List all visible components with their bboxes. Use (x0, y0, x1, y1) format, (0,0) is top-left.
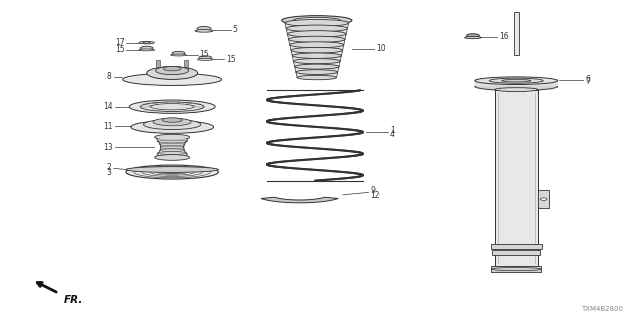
Ellipse shape (123, 73, 221, 85)
Text: 1: 1 (390, 126, 395, 135)
Bar (156, 60, 160, 67)
Text: FR.: FR. (64, 295, 83, 305)
Text: 6: 6 (585, 75, 590, 84)
Ellipse shape (475, 82, 557, 91)
Text: 15: 15 (115, 45, 124, 54)
Ellipse shape (172, 51, 185, 55)
Ellipse shape (163, 171, 182, 173)
Polygon shape (296, 72, 338, 77)
Ellipse shape (143, 42, 150, 43)
Ellipse shape (495, 88, 538, 92)
Ellipse shape (126, 167, 218, 172)
Bar (492, 251, 540, 255)
Ellipse shape (150, 104, 194, 110)
Ellipse shape (290, 42, 344, 48)
Ellipse shape (294, 64, 339, 69)
Bar (495, 90, 538, 266)
Ellipse shape (475, 77, 557, 84)
Ellipse shape (126, 165, 218, 179)
Text: TXM4B2800: TXM4B2800 (580, 306, 623, 312)
Polygon shape (290, 45, 344, 50)
Ellipse shape (140, 46, 153, 50)
Text: 3: 3 (107, 168, 111, 177)
Bar (184, 60, 188, 67)
Polygon shape (285, 23, 349, 28)
Polygon shape (286, 28, 348, 34)
Ellipse shape (155, 155, 189, 160)
Ellipse shape (492, 268, 541, 271)
Bar (475, 79, 557, 86)
Ellipse shape (540, 198, 547, 200)
Polygon shape (289, 39, 345, 45)
Ellipse shape (287, 31, 346, 37)
Ellipse shape (490, 78, 543, 83)
Ellipse shape (163, 67, 181, 71)
Text: 11: 11 (104, 122, 113, 131)
Text: 17: 17 (115, 38, 124, 47)
Ellipse shape (129, 100, 215, 113)
Ellipse shape (155, 134, 189, 140)
Ellipse shape (197, 59, 213, 60)
Ellipse shape (291, 47, 342, 53)
Bar (491, 244, 541, 249)
Text: 7: 7 (585, 77, 590, 86)
Ellipse shape (156, 67, 189, 75)
Text: 9: 9 (371, 186, 375, 195)
Polygon shape (294, 67, 339, 72)
Polygon shape (292, 56, 341, 61)
Ellipse shape (292, 53, 341, 59)
Text: 12: 12 (371, 191, 380, 200)
Ellipse shape (171, 54, 186, 56)
Text: 15: 15 (200, 50, 209, 59)
Ellipse shape (195, 30, 213, 32)
Ellipse shape (289, 36, 345, 43)
Text: 10: 10 (376, 44, 386, 53)
Text: 16: 16 (499, 32, 509, 41)
Text: 4: 4 (390, 130, 395, 139)
Polygon shape (287, 34, 346, 39)
Polygon shape (291, 50, 342, 56)
Ellipse shape (296, 70, 338, 75)
Text: 8: 8 (107, 72, 111, 81)
Ellipse shape (465, 36, 481, 39)
Ellipse shape (139, 41, 154, 44)
Ellipse shape (147, 67, 198, 79)
Bar (514, 12, 519, 55)
Ellipse shape (293, 59, 340, 64)
Text: 2: 2 (107, 163, 111, 172)
Ellipse shape (143, 119, 201, 130)
Ellipse shape (467, 34, 479, 37)
Ellipse shape (153, 118, 191, 126)
Ellipse shape (131, 121, 214, 133)
Text: 13: 13 (103, 143, 113, 152)
Ellipse shape (297, 75, 337, 80)
Ellipse shape (502, 79, 531, 82)
Ellipse shape (197, 27, 211, 31)
Ellipse shape (285, 20, 349, 27)
Text: 5: 5 (232, 25, 237, 35)
Bar (492, 266, 541, 272)
Polygon shape (261, 197, 338, 203)
Ellipse shape (162, 118, 182, 122)
Ellipse shape (286, 25, 348, 32)
Text: 14: 14 (103, 102, 113, 111)
Ellipse shape (199, 56, 212, 59)
Text: 15: 15 (227, 55, 236, 64)
Bar (538, 190, 549, 208)
Ellipse shape (140, 102, 204, 111)
Ellipse shape (139, 49, 155, 51)
Ellipse shape (293, 17, 340, 23)
Polygon shape (293, 61, 340, 67)
Ellipse shape (282, 16, 352, 25)
